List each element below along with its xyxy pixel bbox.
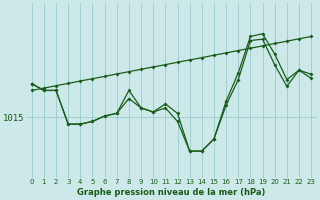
X-axis label: Graphe pression niveau de la mer (hPa): Graphe pression niveau de la mer (hPa): [77, 188, 266, 197]
